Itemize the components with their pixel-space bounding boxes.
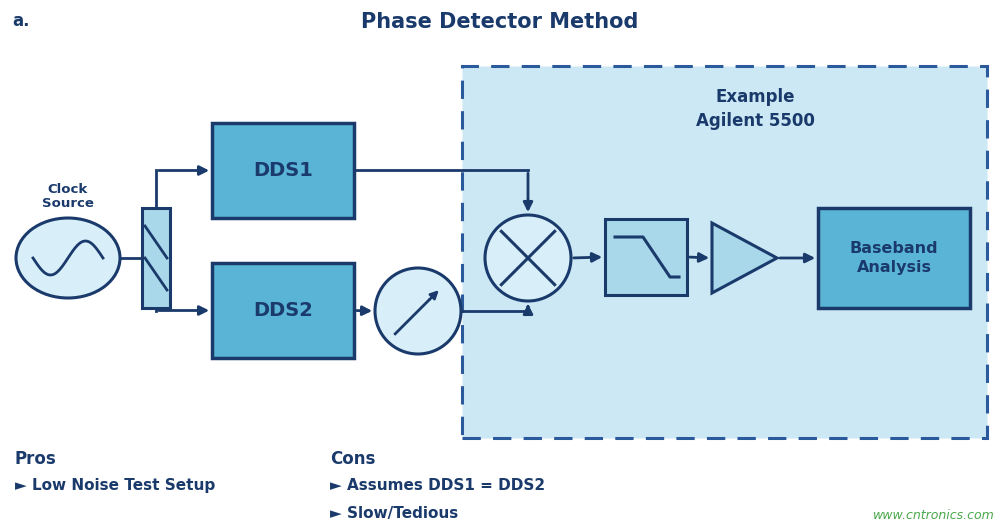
Text: DDS1: DDS1 <box>253 161 313 180</box>
Text: ► Slow/Tedious: ► Slow/Tedious <box>330 506 458 521</box>
Bar <box>212 263 354 358</box>
Text: ► Low Noise Test Setup: ► Low Noise Test Setup <box>15 478 215 493</box>
Bar <box>605 219 687 295</box>
Bar <box>212 123 354 218</box>
Text: Phase Detector Method: Phase Detector Method <box>362 12 638 32</box>
Bar <box>462 66 987 438</box>
Text: a.: a. <box>12 12 29 30</box>
Text: DDS2: DDS2 <box>253 301 313 320</box>
Text: Baseband
Analysis: Baseband Analysis <box>850 241 939 275</box>
Text: Clock
Source: Clock Source <box>42 183 94 210</box>
Polygon shape <box>712 223 777 293</box>
Circle shape <box>375 268 461 354</box>
Text: Pros: Pros <box>15 450 56 468</box>
Bar <box>142 208 170 308</box>
Text: ► Assumes DDS1 = DDS2: ► Assumes DDS1 = DDS2 <box>330 478 545 493</box>
Text: Cons: Cons <box>330 450 376 468</box>
Text: Example
Agilent 5500: Example Agilent 5500 <box>696 88 815 130</box>
Bar <box>818 208 970 308</box>
Ellipse shape <box>16 218 120 298</box>
Text: www.cntronics.com: www.cntronics.com <box>873 509 995 522</box>
Circle shape <box>485 215 571 301</box>
